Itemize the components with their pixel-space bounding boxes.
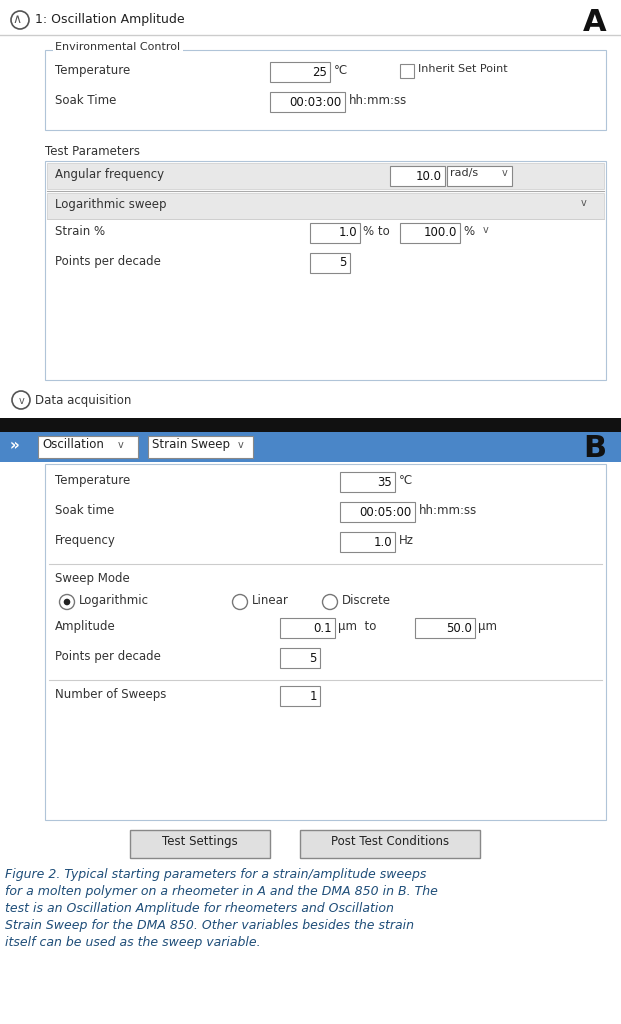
Bar bbox=[270, 62, 330, 82]
Text: Linear: Linear bbox=[252, 594, 289, 607]
Text: 25: 25 bbox=[312, 66, 327, 79]
Text: v: v bbox=[238, 440, 244, 450]
Bar bbox=[447, 166, 512, 186]
Text: Number of Sweeps: Number of Sweeps bbox=[55, 688, 166, 701]
Text: Amplitude: Amplitude bbox=[55, 620, 116, 633]
Bar bbox=[0, 432, 621, 462]
Bar bbox=[0, 418, 621, 432]
Text: Post Test Conditions: Post Test Conditions bbox=[331, 835, 449, 848]
Bar bbox=[310, 223, 360, 243]
Text: Temperature: Temperature bbox=[55, 474, 130, 487]
Bar bbox=[340, 502, 415, 522]
Bar bbox=[280, 686, 320, 706]
Bar bbox=[270, 92, 345, 112]
Bar bbox=[300, 830, 480, 858]
Bar bbox=[390, 166, 445, 186]
Text: Discrete: Discrete bbox=[342, 594, 391, 607]
Text: Oscillation: Oscillation bbox=[42, 438, 104, 451]
Text: 10.0: 10.0 bbox=[416, 170, 442, 182]
Text: 35: 35 bbox=[377, 475, 392, 488]
Text: hh:mm:ss: hh:mm:ss bbox=[349, 94, 407, 106]
Text: Environmental Control: Environmental Control bbox=[55, 42, 180, 52]
Text: v: v bbox=[118, 440, 124, 450]
Text: Soak Time: Soak Time bbox=[55, 94, 116, 106]
Bar bbox=[53, 42, 183, 58]
Bar bbox=[47, 163, 604, 189]
Text: Data acquisition: Data acquisition bbox=[35, 394, 132, 407]
Bar bbox=[38, 436, 138, 458]
Bar bbox=[280, 618, 335, 638]
Text: Strain %: Strain % bbox=[55, 225, 105, 238]
Text: hh:mm:ss: hh:mm:ss bbox=[419, 504, 478, 517]
Text: Temperature: Temperature bbox=[55, 63, 130, 77]
Ellipse shape bbox=[60, 595, 75, 609]
Text: 0.1: 0.1 bbox=[314, 622, 332, 635]
Text: Hz: Hz bbox=[399, 534, 414, 547]
Text: Figure 2. Typical starting parameters for a strain/amplitude sweeps
for a molten: Figure 2. Typical starting parameters fo… bbox=[5, 868, 438, 949]
Bar bbox=[340, 532, 395, 552]
Text: 1.0: 1.0 bbox=[373, 536, 392, 549]
Text: °C: °C bbox=[399, 474, 413, 487]
Text: ∧: ∧ bbox=[12, 13, 21, 26]
Text: Strain Sweep: Strain Sweep bbox=[152, 438, 230, 451]
Text: Frequency: Frequency bbox=[55, 534, 116, 547]
Text: A: A bbox=[582, 8, 606, 37]
Bar bbox=[45, 50, 606, 130]
Text: Points per decade: Points per decade bbox=[55, 650, 161, 663]
Text: v: v bbox=[483, 225, 489, 234]
Bar bbox=[47, 193, 604, 219]
Text: v: v bbox=[502, 168, 508, 178]
Bar bbox=[415, 618, 475, 638]
Text: »: » bbox=[10, 438, 20, 453]
Text: 100.0: 100.0 bbox=[424, 226, 457, 240]
Text: Test Parameters: Test Parameters bbox=[45, 145, 140, 158]
Text: μm  to: μm to bbox=[338, 620, 376, 633]
Bar bbox=[45, 464, 606, 820]
Bar bbox=[148, 436, 253, 458]
Bar bbox=[310, 253, 350, 273]
Text: Logarithmic: Logarithmic bbox=[79, 594, 149, 607]
Text: B: B bbox=[583, 434, 606, 463]
Text: Angular frequency: Angular frequency bbox=[55, 168, 164, 181]
Text: 1.0: 1.0 bbox=[338, 226, 357, 240]
Text: 00:05:00: 00:05:00 bbox=[360, 506, 412, 518]
Text: Logarithmic sweep: Logarithmic sweep bbox=[55, 198, 166, 211]
Text: 1: 1 bbox=[309, 689, 317, 702]
Bar bbox=[400, 223, 460, 243]
Text: 50.0: 50.0 bbox=[446, 622, 472, 635]
Bar bbox=[130, 830, 270, 858]
Ellipse shape bbox=[232, 595, 248, 609]
Text: 1: Oscillation Amplitude: 1: Oscillation Amplitude bbox=[35, 13, 184, 26]
Text: Inherit Set Point: Inherit Set Point bbox=[418, 63, 507, 74]
Text: 00:03:00: 00:03:00 bbox=[290, 95, 342, 109]
Text: Sweep Mode: Sweep Mode bbox=[55, 572, 130, 585]
Text: % to: % to bbox=[363, 225, 390, 238]
Bar bbox=[280, 648, 320, 668]
Text: 5: 5 bbox=[340, 256, 347, 269]
Text: μm: μm bbox=[478, 620, 497, 633]
Text: v: v bbox=[19, 396, 25, 406]
Text: Soak time: Soak time bbox=[55, 504, 114, 517]
Text: rad/s: rad/s bbox=[450, 168, 478, 178]
Text: Points per decade: Points per decade bbox=[55, 255, 161, 268]
Bar bbox=[0, 0, 621, 415]
Text: %: % bbox=[463, 225, 474, 238]
Ellipse shape bbox=[322, 595, 337, 609]
Text: Test Settings: Test Settings bbox=[162, 835, 238, 848]
Ellipse shape bbox=[64, 599, 70, 605]
Bar bbox=[340, 472, 395, 492]
Text: v: v bbox=[581, 198, 587, 208]
Text: 5: 5 bbox=[310, 651, 317, 665]
Bar bbox=[400, 63, 414, 78]
Bar bbox=[45, 161, 606, 380]
Text: °C: °C bbox=[334, 63, 348, 77]
